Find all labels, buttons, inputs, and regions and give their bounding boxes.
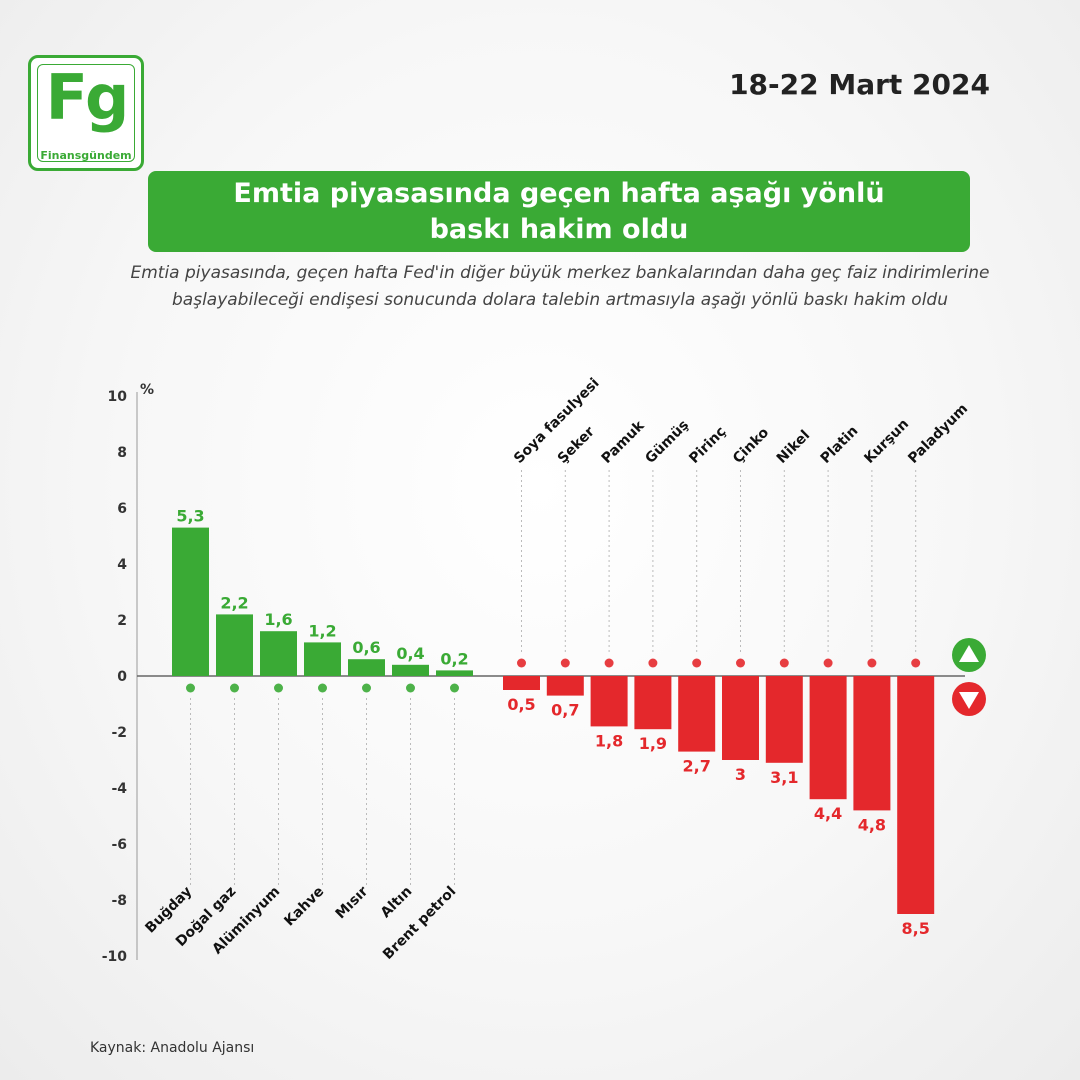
bar-gain: [392, 664, 429, 676]
bar-loss: [678, 676, 716, 752]
category-label: Pirinç: [686, 424, 729, 467]
metal-bars-icon: [274, 683, 283, 693]
data-label-gain: 1,2: [308, 621, 336, 640]
logo-border: [37, 64, 135, 162]
platinum-bars-icon: [823, 658, 833, 668]
data-label-gain: 0,2: [440, 649, 468, 668]
data-label-loss: 8,5: [902, 919, 930, 938]
bar-gain: [436, 670, 473, 676]
page-title: Emtia piyasasında geçen hafta aşağı yönl…: [233, 177, 885, 245]
bar-loss: [634, 676, 672, 730]
bar-gain: [172, 527, 209, 676]
corn-icon: [362, 683, 371, 693]
nickel-bars-icon: [779, 658, 789, 668]
silver-bars-icon: [648, 658, 658, 668]
category-label: Paladyum: [905, 401, 971, 467]
bar-loss: [765, 676, 803, 763]
arrow-down-glyph: [959, 692, 979, 709]
y-tick-label: -4: [111, 781, 127, 797]
data-label-loss: 4,8: [858, 815, 886, 834]
data-label-gain: 0,6: [352, 638, 380, 657]
data-label-loss: 1,8: [595, 731, 623, 750]
soybean-icon: [517, 658, 526, 668]
category-label: Şeker: [555, 424, 598, 467]
page-subtitle: Emtia piyasasında, geçen hafta Fed'in di…: [130, 263, 990, 310]
y-tick-label: -6: [111, 837, 127, 853]
y-tick-label: -2: [111, 725, 127, 741]
title-banner: Emtia piyasasında geçen hafta aşağı yönl…: [148, 171, 970, 252]
y-tick-label: 8: [117, 445, 127, 461]
flame-icon: [230, 683, 239, 693]
y-tick-label: -10: [102, 949, 128, 965]
date-range: 18-22 Mart 2024: [729, 68, 990, 101]
category-label: Kahve: [281, 884, 327, 930]
category-label: Gümüş: [642, 417, 692, 467]
bar-loss: [546, 676, 584, 696]
gold-bars-icon: [406, 683, 415, 693]
sugar-icon: [560, 658, 570, 668]
data-label-gain: 0,4: [396, 644, 424, 663]
y-tick-label: 2: [117, 613, 127, 629]
data-label-gain: 1,6: [264, 610, 292, 629]
data-label-gain: 5,3: [176, 507, 204, 526]
bar-gain: [260, 631, 297, 676]
wheat-icon: [186, 683, 195, 693]
logo-mark: Fg: [45, 61, 130, 134]
category-label: Mısır: [333, 883, 372, 922]
data-label-loss: 3,1: [770, 768, 798, 787]
category-label: Pamuk: [599, 417, 648, 466]
category-label: Kurşun: [861, 416, 912, 467]
y-tick-label: -8: [111, 893, 127, 909]
data-label-loss: 0,7: [551, 701, 579, 720]
bar-gain: [304, 642, 341, 676]
palladium-bars-icon: [911, 658, 921, 668]
data-label-loss: 4,4: [814, 804, 842, 823]
bar-loss: [809, 676, 847, 800]
bar-loss: [897, 676, 935, 914]
category-label: Nikel: [774, 427, 813, 466]
bar-gain: [216, 614, 253, 676]
logo-brand-name: Finansgündem: [40, 149, 132, 162]
brand-logo: Fg Finansgündem: [28, 55, 144, 171]
data-label-loss: 0,5: [507, 695, 535, 714]
bar-gain: [348, 659, 385, 676]
data-label-loss: 2,7: [683, 757, 711, 776]
category-label: Platin: [818, 423, 862, 467]
y-tick-label: 4: [117, 557, 127, 573]
rice-icon: [692, 658, 702, 668]
cotton-icon: [604, 658, 614, 668]
category-label: Altın: [378, 884, 416, 922]
bar-loss: [590, 676, 628, 727]
bar-loss: [722, 676, 759, 760]
bar-loss: [503, 676, 540, 690]
y-tick-label: 0: [117, 669, 127, 685]
data-label-loss: 3: [735, 765, 746, 784]
y-tick-label: 10: [108, 389, 128, 405]
category-label: Çinko: [730, 424, 772, 466]
coffee-bean-icon: [318, 683, 327, 693]
y-axis-unit: %: [140, 382, 154, 398]
oil-barrel-icon: [450, 683, 459, 693]
zinc-bars-icon: [736, 658, 745, 668]
bar-loss: [853, 676, 891, 811]
y-tick-label: 6: [117, 501, 127, 517]
lead-bars-icon: [867, 658, 877, 668]
data-label-loss: 1,9: [639, 734, 667, 753]
source-note: Kaynak: Anadolu Ajansı: [90, 1040, 255, 1056]
data-label-gain: 2,2: [220, 593, 248, 612]
arrow-up-glyph: [959, 645, 979, 662]
